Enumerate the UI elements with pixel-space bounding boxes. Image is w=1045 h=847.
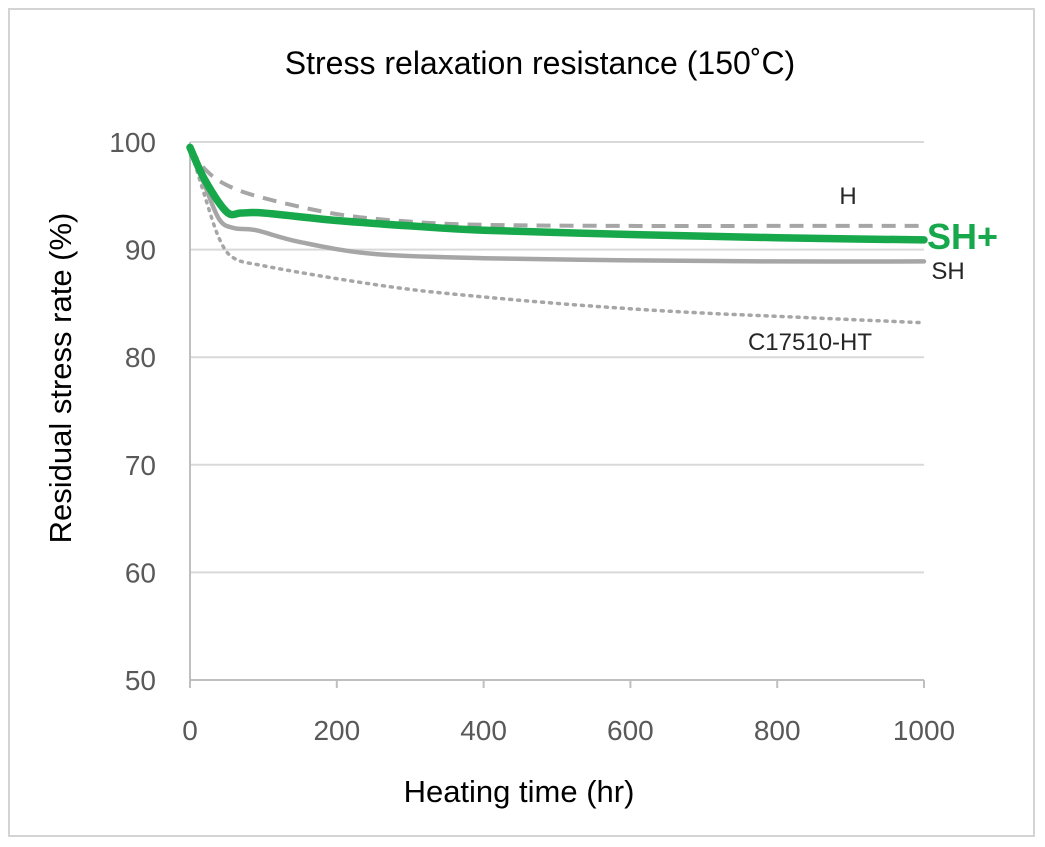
x-axis-title: Heating time (hr) xyxy=(404,774,635,809)
x-tick-label-0: 0 xyxy=(182,715,198,746)
series-line-h xyxy=(188,146,924,229)
series-labels: H SH+SH C17510-HT xyxy=(748,183,998,356)
y-tick-label-50: 50 xyxy=(125,665,156,696)
tick-labels: 0 200 400 600 800 1000 50 60 70 80 90 100 xyxy=(109,127,955,746)
series-label-c17510-ht: C17510-HT xyxy=(748,329,872,356)
x-tick-label-1000: 1000 xyxy=(893,715,955,746)
series-label-sh: SH xyxy=(931,258,964,285)
series-lines xyxy=(186,143,928,325)
y-tick-label-90: 90 xyxy=(125,235,156,266)
y-axis-title: Residual stress rate (%) xyxy=(43,213,78,544)
y-tick-label-100: 100 xyxy=(109,127,156,158)
y-tick-label-80: 80 xyxy=(125,342,156,373)
x-tick-label-400: 400 xyxy=(460,715,507,746)
series-label-sh-: SH+ xyxy=(927,216,998,257)
x-tick-label-800: 800 xyxy=(754,715,801,746)
axes xyxy=(189,142,925,688)
series-line-sh- xyxy=(186,143,928,244)
chart-frame xyxy=(8,8,1035,837)
series-line-sh xyxy=(187,145,927,264)
x-tick-label-200: 200 xyxy=(313,715,360,746)
chart-title: Stress relaxation resistance (150˚C) xyxy=(285,45,795,81)
series-label-h: H xyxy=(839,183,856,210)
x-tick-label-600: 600 xyxy=(607,715,654,746)
y-tick-label-70: 70 xyxy=(125,450,156,481)
y-tick-label-60: 60 xyxy=(125,557,156,588)
gridlines xyxy=(190,141,924,574)
series-line-c17510-ht xyxy=(188,145,926,325)
